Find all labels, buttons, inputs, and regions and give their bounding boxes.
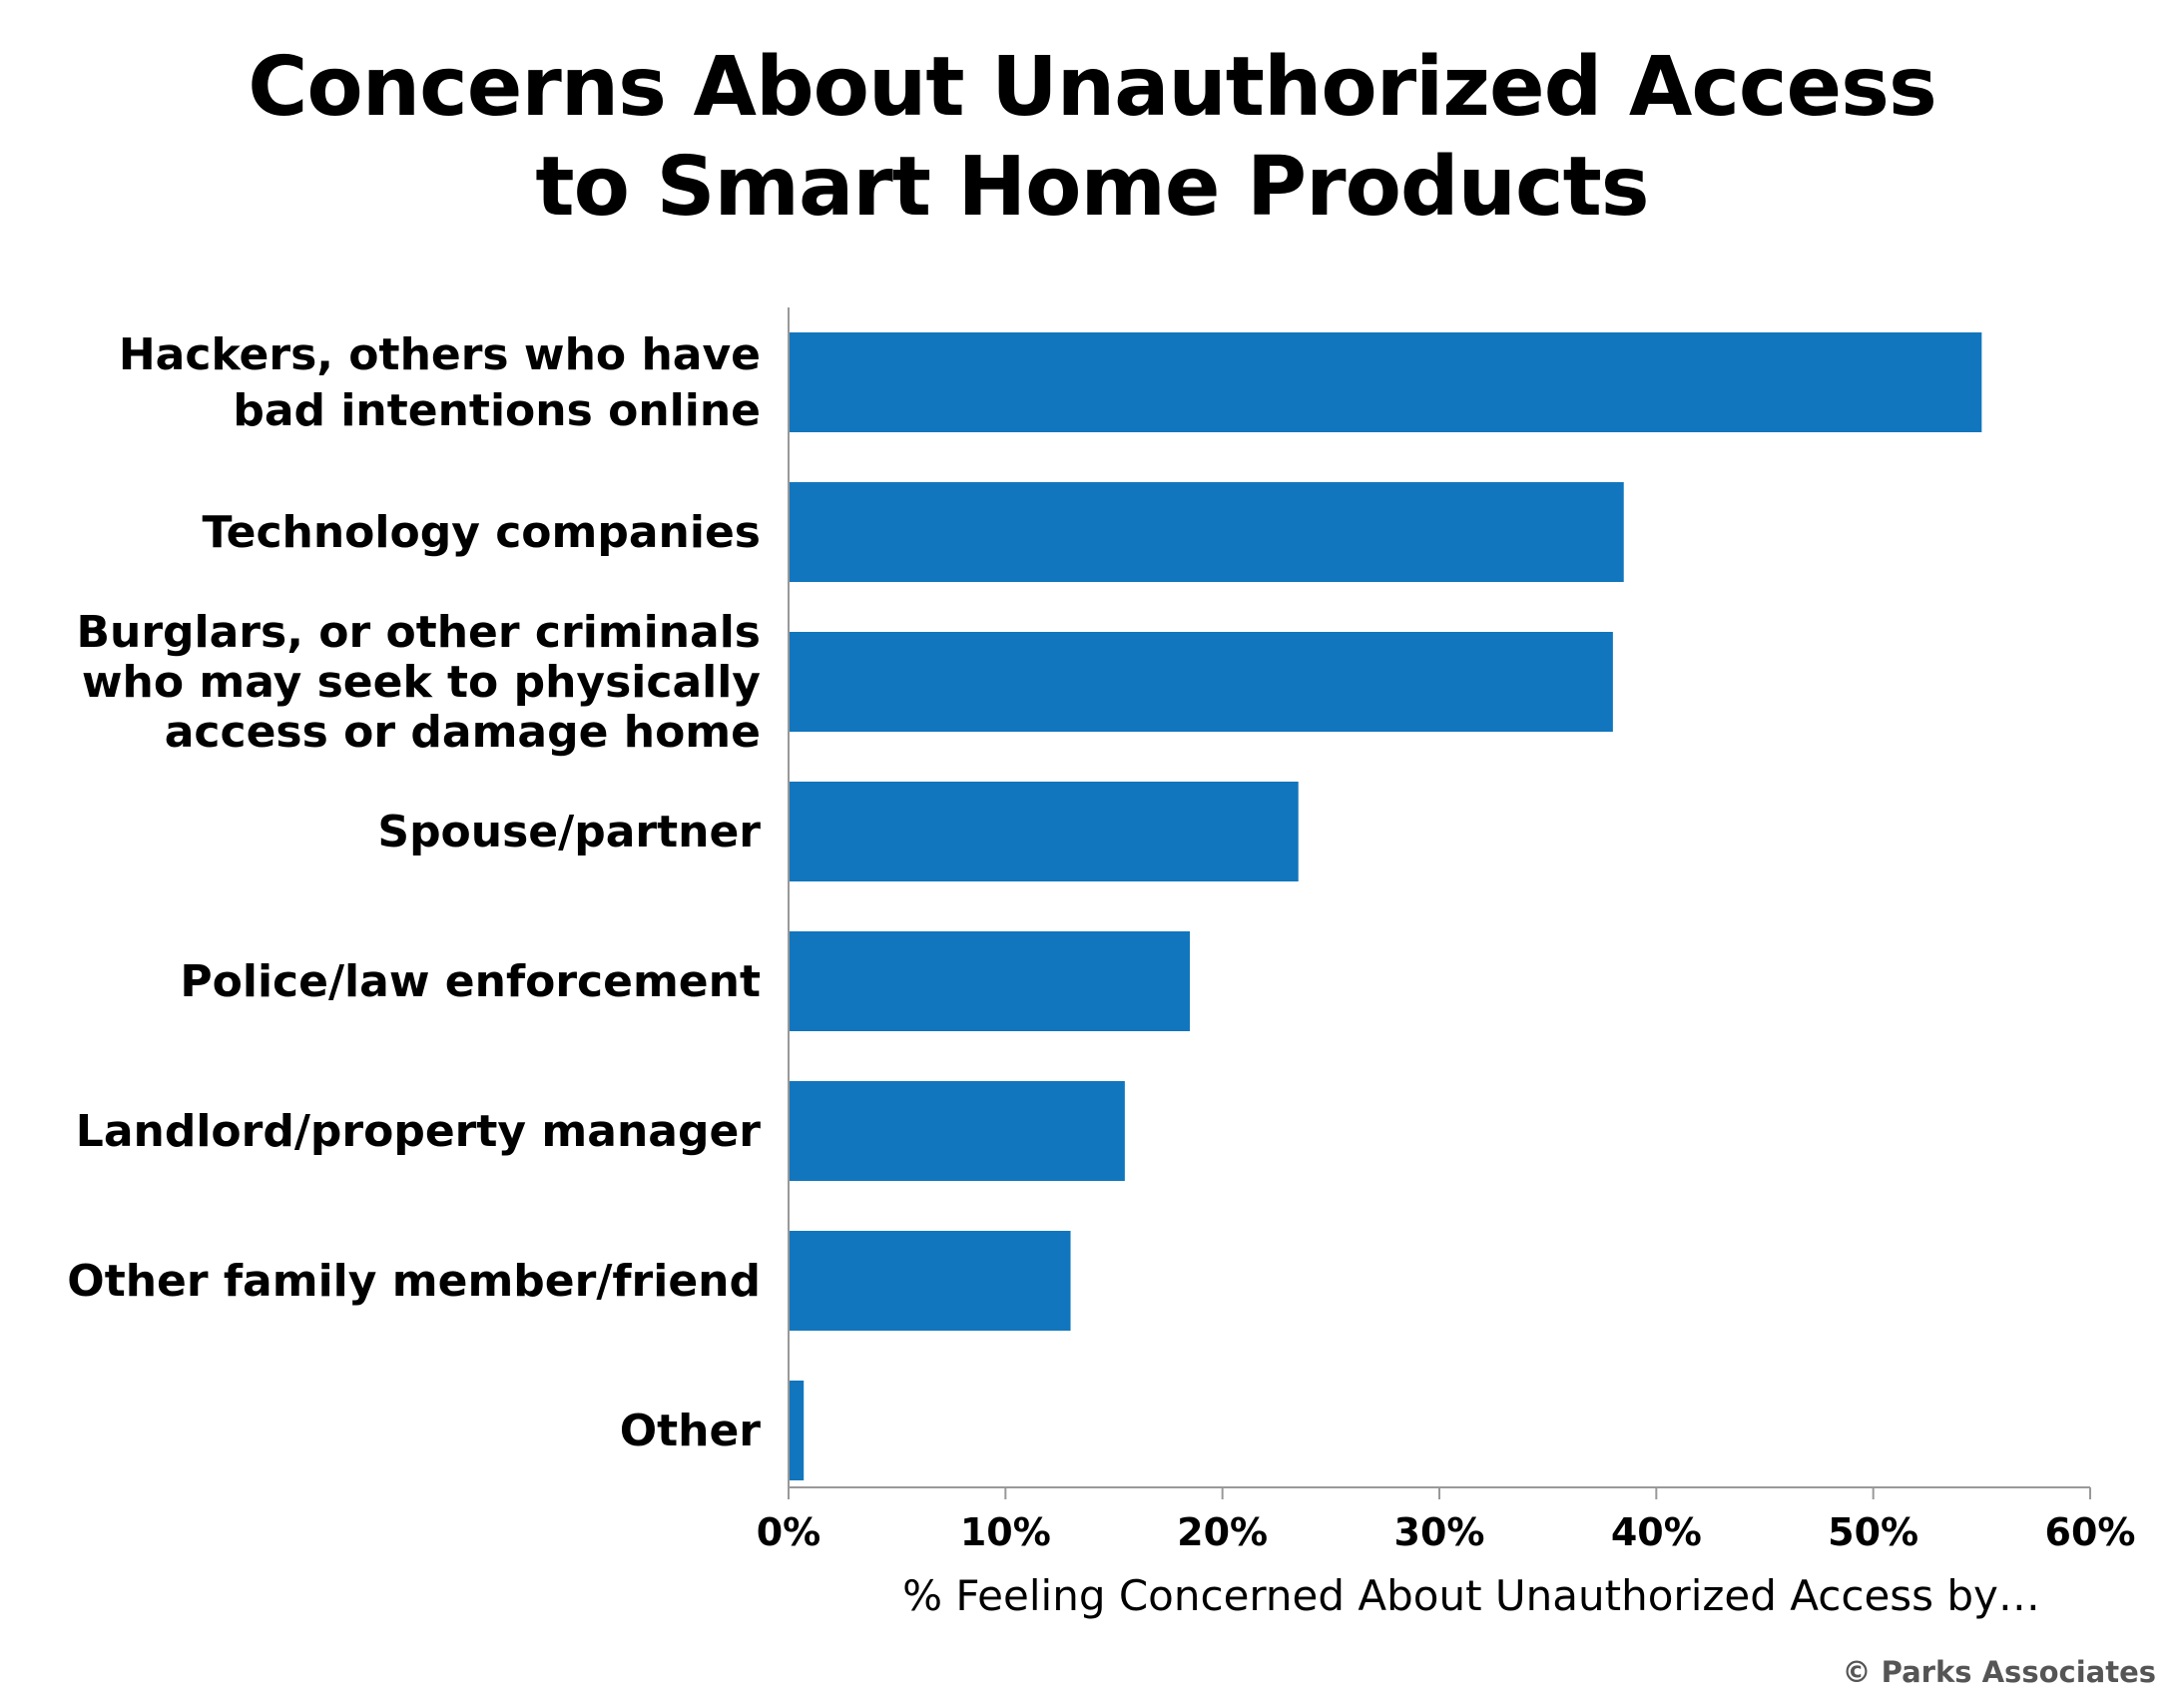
chart-title-line-1: Concerns About Unauthorized Access: [248, 40, 1937, 135]
bar-7: [789, 1381, 805, 1480]
x-tick-label-4: 40%: [1611, 1510, 1702, 1554]
category-label-6-line-0: Other family member/friend: [67, 1256, 761, 1307]
x-tick-label-1: 10%: [960, 1510, 1051, 1554]
category-label-2: Burglars, or other criminals who may seek…: [76, 607, 761, 758]
x-tick-label-0: 0%: [757, 1510, 821, 1554]
bar-0: [789, 332, 1982, 432]
x-tick-label-3: 30%: [1394, 1510, 1485, 1554]
category-label-3-line-0: Spouse/partner: [377, 807, 761, 857]
x-tick-label-2: 20%: [1177, 1510, 1268, 1554]
x-tick-labels: 0% 10% 20% 30% 40% 50% 60%: [757, 1510, 2136, 1554]
chart-title-line-2: to Smart Home Products: [535, 140, 1649, 235]
category-label-3: Spouse/partner: [377, 807, 761, 857]
x-tick-label-6: 60%: [2045, 1510, 2136, 1554]
category-labels: Hackers, others who have bad intentions o…: [67, 329, 761, 1456]
category-label-1-line-0: Technology companies: [202, 507, 761, 558]
category-label-0-line-0: Hackers, others who have: [119, 329, 761, 380]
category-label-5-line-0: Landlord/property manager: [76, 1106, 762, 1157]
bar-6: [789, 1231, 1071, 1331]
bars-group: [789, 332, 1982, 1480]
bar-2: [789, 632, 1613, 732]
category-label-6: Other family member/friend: [67, 1256, 761, 1307]
category-label-4-line-0: Police/law enforcement: [180, 956, 761, 1007]
bar-1: [789, 482, 1624, 582]
category-label-7: Other: [620, 1406, 762, 1456]
category-label-2-line-2: access or damage home: [165, 707, 761, 758]
x-tick-label-5: 50%: [1828, 1510, 1918, 1554]
bar-4: [789, 931, 1191, 1031]
category-label-5: Landlord/property manager: [76, 1106, 762, 1157]
category-label-7-line-0: Other: [620, 1406, 762, 1456]
chart-title: Concerns About Unauthorized Access to Sm…: [0, 38, 2184, 238]
bar-5: [789, 1081, 1125, 1181]
bar-3: [789, 782, 1299, 881]
axes: [788, 307, 2091, 1499]
copyright-notice: © Parks Associates: [1843, 1655, 2156, 1689]
category-label-4: Police/law enforcement: [180, 956, 761, 1007]
category-label-0-line-1: bad intentions online: [233, 385, 761, 436]
x-axis-title: % Feeling Concerned About Unauthorized A…: [902, 1571, 2040, 1620]
category-label-2-line-1: who may seek to physically: [82, 657, 761, 708]
category-label-2-line-0: Burglars, or other criminals: [76, 607, 761, 658]
category-label-0: Hackers, others who have bad intentions o…: [119, 329, 761, 436]
category-label-1: Technology companies: [202, 507, 761, 558]
